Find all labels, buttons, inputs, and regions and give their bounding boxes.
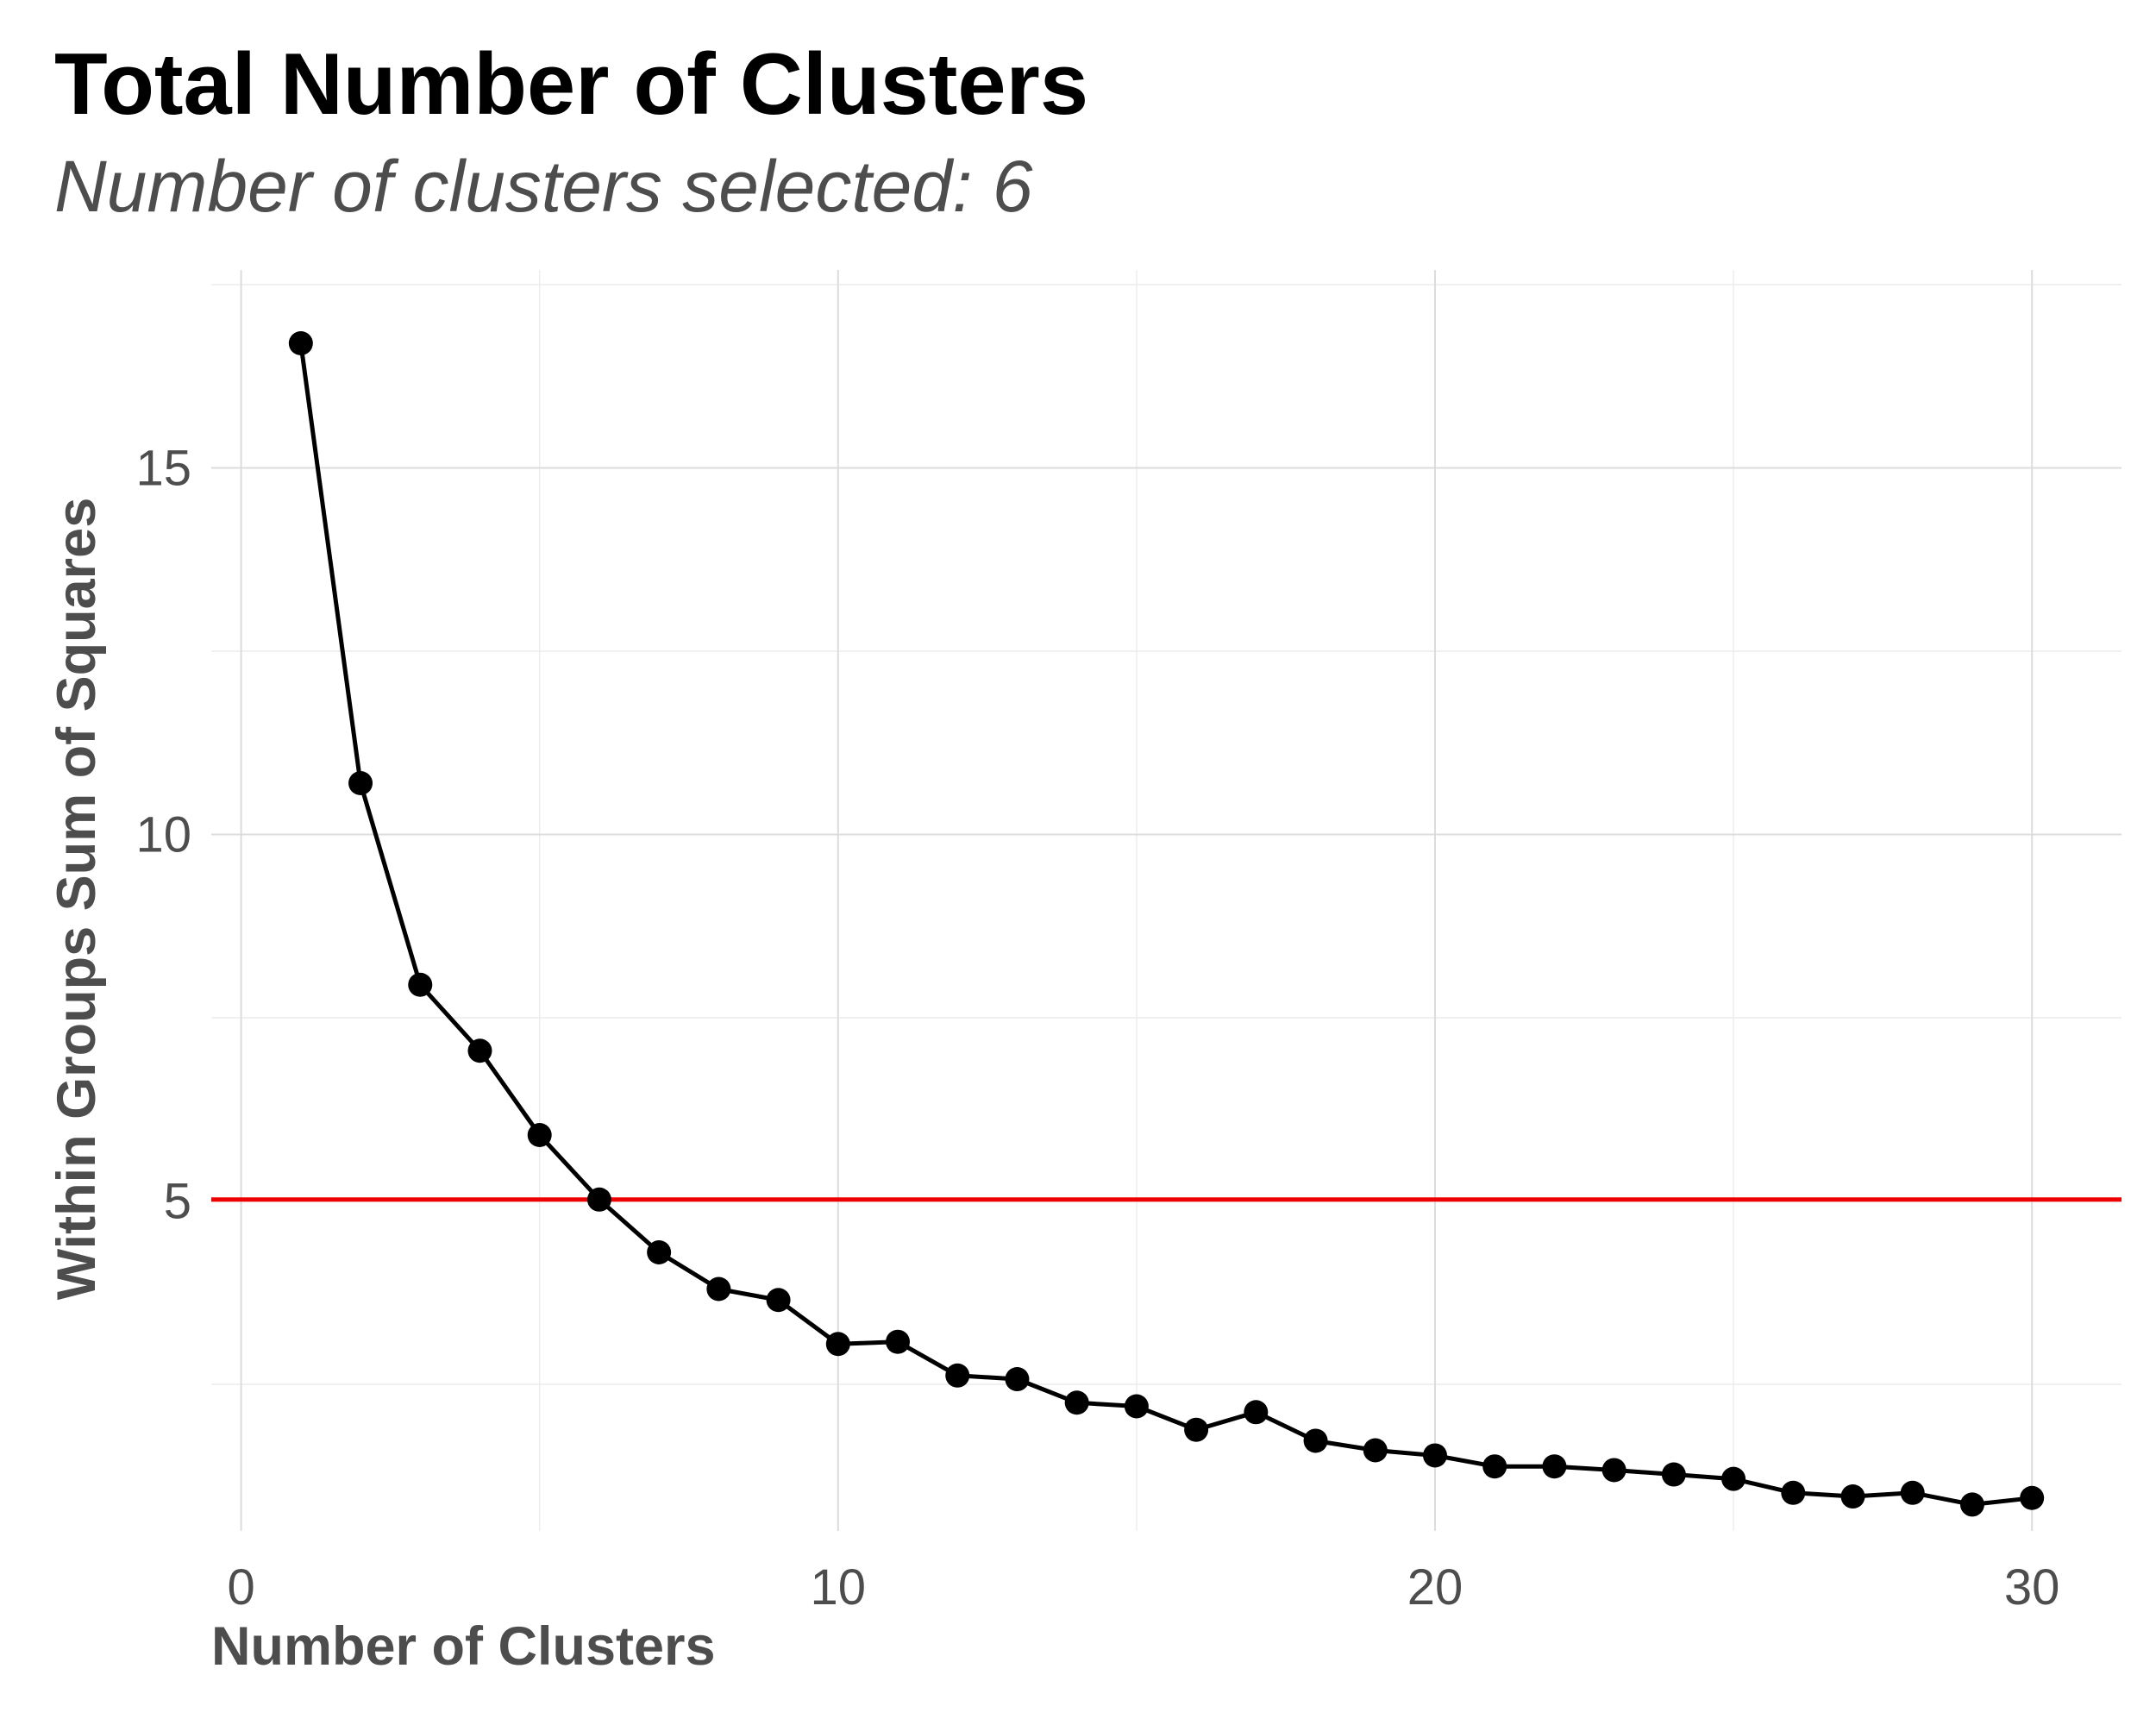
data-point (1422, 1443, 1447, 1468)
data-point (1303, 1428, 1328, 1453)
chart-title: Total Number of Clusters (54, 36, 1088, 133)
data-point (527, 1123, 552, 1147)
data-point (1542, 1454, 1567, 1479)
data-point (1959, 1492, 1984, 1517)
data-point (1244, 1400, 1269, 1425)
x-tick-label: 30 (2004, 1559, 2060, 1615)
x-tick-label: 10 (811, 1559, 867, 1615)
data-point (408, 972, 433, 997)
chart-subtitle: Number of clusters selected: 6 (54, 146, 1033, 227)
data-point (706, 1276, 731, 1302)
data-point (1184, 1417, 1209, 1442)
data-point (945, 1363, 970, 1388)
y-axis-title: Within Groups Sum of Squares (47, 498, 107, 1300)
data-point (348, 771, 373, 795)
data-point (825, 1332, 850, 1357)
data-point (766, 1288, 791, 1313)
data-point (586, 1187, 611, 1212)
data-point (467, 1038, 492, 1063)
data-point (1840, 1484, 1865, 1509)
y-tick-label: 10 (135, 807, 191, 863)
y-tick-label: 5 (164, 1174, 191, 1230)
data-point (1721, 1466, 1746, 1491)
tick-labels: 0 10 20 30 5 10 15 (135, 441, 2059, 1616)
y-tick-label: 15 (135, 441, 191, 497)
x-tick-label: 0 (227, 1559, 254, 1615)
data-point (1900, 1480, 1925, 1505)
data-point (647, 1240, 672, 1264)
data-point (1363, 1438, 1388, 1463)
data-point (1601, 1458, 1626, 1483)
x-tick-label: 20 (1407, 1559, 1463, 1615)
data-point (1781, 1480, 1806, 1505)
series-layer (288, 331, 2045, 1517)
data-point (1124, 1394, 1149, 1419)
data-point (1064, 1390, 1089, 1415)
data-point (886, 1329, 911, 1354)
data-point (288, 331, 313, 355)
data-point (1661, 1462, 1686, 1487)
data-point (1482, 1454, 1507, 1479)
data-point (1005, 1367, 1030, 1392)
data-point (2020, 1485, 2045, 1510)
x-axis-title: Number of Clusters (211, 1616, 716, 1677)
